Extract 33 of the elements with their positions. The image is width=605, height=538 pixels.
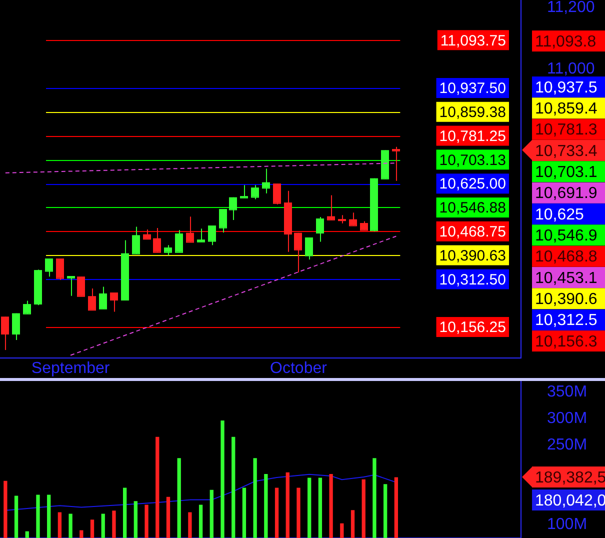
text: 10,625	[535, 206, 584, 224]
text: 10,733.4	[535, 142, 598, 160]
ref-line-label: 10,390.63	[439, 247, 506, 264]
text: 10,781.3	[535, 122, 598, 139]
ref-line-label: 10,703.13	[439, 152, 506, 169]
ref-line-label: 10,468.75	[439, 224, 506, 241]
y-tick-label: 300M	[547, 410, 588, 428]
ref-line-label: 10,546.88	[439, 200, 506, 217]
x-tick-label: September	[31, 360, 110, 378]
y-tick-label: 11,000	[547, 60, 595, 78]
text: 10,468.8	[535, 248, 598, 266]
y-tick-label: 11,200	[547, 0, 595, 16]
text: 10,859.4	[535, 100, 598, 118]
text: 10,937.5	[535, 79, 598, 96]
ref-line-label: 10,859.38	[439, 104, 506, 122]
ref-line-label: 10,625.00	[439, 176, 506, 193]
ref-line-label: 10,781.25	[439, 128, 506, 145]
text: 10,546.9	[535, 228, 598, 245]
text: 10,703.1	[535, 164, 598, 182]
y-tick-label: 250M	[547, 436, 588, 454]
text: 10,453.1	[535, 270, 598, 287]
x-tick-label: October	[270, 360, 328, 378]
y-tick-label: 100M	[547, 516, 588, 534]
text: 10,390.6	[535, 291, 598, 308]
text: 10,156.3	[535, 333, 598, 350]
ref-line-label: 11,093.75	[440, 32, 506, 50]
ref-line-label: 10,156.25	[439, 319, 506, 336]
text: 10,691.9	[535, 185, 598, 202]
ref-line-label: 10,937.50	[439, 80, 506, 98]
ref-line-label: 10,312.50	[439, 271, 506, 288]
text: 11,093.8	[535, 33, 596, 50]
text: 10,312.5	[535, 312, 598, 330]
y-tick-label: 350M	[547, 384, 588, 401]
